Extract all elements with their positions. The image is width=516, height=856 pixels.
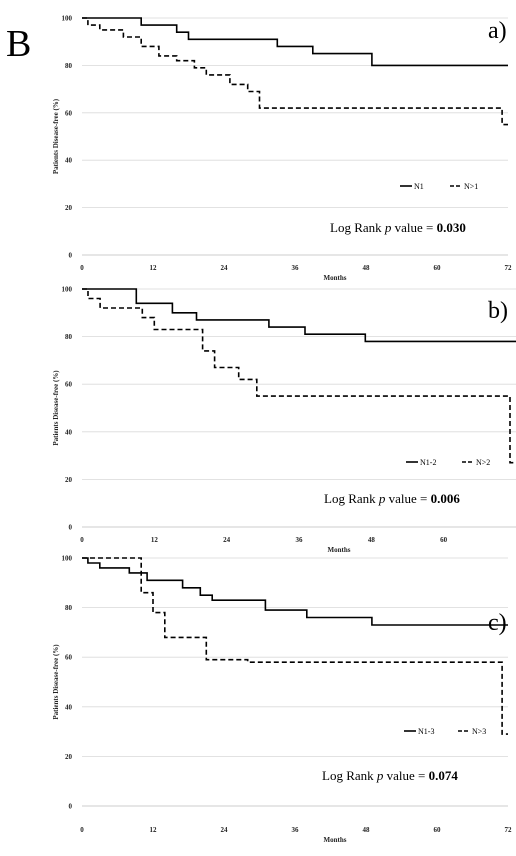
y-axis-label: Patients Disease-free (%)	[52, 370, 60, 446]
panel-label: a)	[488, 18, 507, 44]
x-tick-label: 0	[80, 826, 84, 834]
y-tick-label: 0	[69, 803, 73, 811]
y-tick-label: 40	[65, 157, 73, 165]
x-tick-label: 72	[505, 826, 513, 834]
x-tick-label: 36	[292, 826, 300, 834]
y-tick-label: 0	[69, 252, 73, 260]
x-axis-label: Months	[324, 836, 347, 844]
y-axis-label: Patients Disease-free (%)	[52, 98, 60, 174]
x-tick-label: 0	[80, 536, 84, 544]
y-tick-label: 60	[65, 654, 73, 662]
y-tick-label: 0	[69, 524, 73, 532]
y-tick-label: 100	[62, 286, 73, 294]
legend-entry: N>2	[476, 458, 490, 467]
x-tick-label: 60	[434, 264, 442, 272]
y-tick-label: 40	[65, 428, 73, 436]
legend-entry: N>3	[472, 727, 486, 736]
x-tick-label: 24	[223, 536, 231, 544]
y-tick-label: 80	[65, 333, 73, 341]
x-tick-label: 12	[150, 826, 158, 834]
series-line-N1-3	[82, 557, 508, 626]
x-tick-label: 24	[221, 826, 229, 834]
y-tick-label: 20	[65, 476, 73, 484]
series-line-N1	[82, 17, 508, 67]
x-tick-label: 0	[80, 264, 84, 272]
log-rank-annotation: Log Rank p value = 0.074	[322, 768, 458, 783]
y-tick-label: 60	[65, 381, 73, 389]
x-tick-label: 48	[363, 264, 371, 272]
x-tick-label: 36	[292, 264, 300, 272]
y-tick-label: 80	[65, 604, 73, 612]
y-tick-label: 20	[65, 204, 73, 212]
y-tick-label: 100	[62, 555, 73, 563]
series-line-N1-2	[82, 288, 516, 343]
y-tick-label: 100	[62, 15, 73, 23]
x-tick-label: 24	[221, 264, 229, 272]
chart-panel-2: 0 20 40 60 80 100 0 12 24 36 48 60 Months Patients Di…	[52, 286, 516, 554]
log-rank-annotation: Log Rank p value = 0.030	[330, 220, 466, 235]
legend-entry: N1-2	[420, 458, 436, 467]
x-tick-label: 36	[296, 536, 304, 544]
x-tick-label: 72	[505, 264, 513, 272]
figure-label: B	[6, 23, 31, 65]
y-tick-label: 80	[65, 62, 73, 70]
x-tick-label: 60	[440, 536, 448, 544]
series-line-N>3	[82, 557, 508, 735]
series-line-N>1	[82, 17, 508, 126]
x-tick-label: 48	[363, 826, 371, 834]
x-tick-label: 48	[368, 536, 376, 544]
series-line-N>2	[82, 288, 516, 464]
chart-panel-3: 0 20 40 60 80 100 0 12 24 36 48 60 72 Months Patients …	[52, 555, 512, 845]
panel-label: b)	[488, 298, 508, 324]
x-tick-label: 12	[151, 536, 159, 544]
panel-label: c)	[488, 610, 507, 636]
x-tick-label: 12	[150, 264, 158, 272]
y-tick-label: 40	[65, 703, 73, 711]
y-axis-label: Patients Disease-free (%)	[52, 644, 60, 720]
chart-panel-1: 0 20 40 60 80 100 0 12 24 36 48 60 72 Months Patients …	[52, 15, 512, 283]
x-axis-label: Months	[324, 274, 347, 282]
legend-entry: N>1	[464, 182, 478, 191]
legend-entry: N1-3	[418, 727, 434, 736]
x-tick-label: 60	[434, 826, 442, 834]
y-tick-label: 60	[65, 109, 73, 117]
legend-entry: N1	[414, 182, 424, 191]
y-tick-label: 20	[65, 753, 73, 761]
log-rank-annotation: Log Rank p value = 0.006	[324, 491, 460, 506]
x-axis-label: Months	[328, 546, 351, 554]
